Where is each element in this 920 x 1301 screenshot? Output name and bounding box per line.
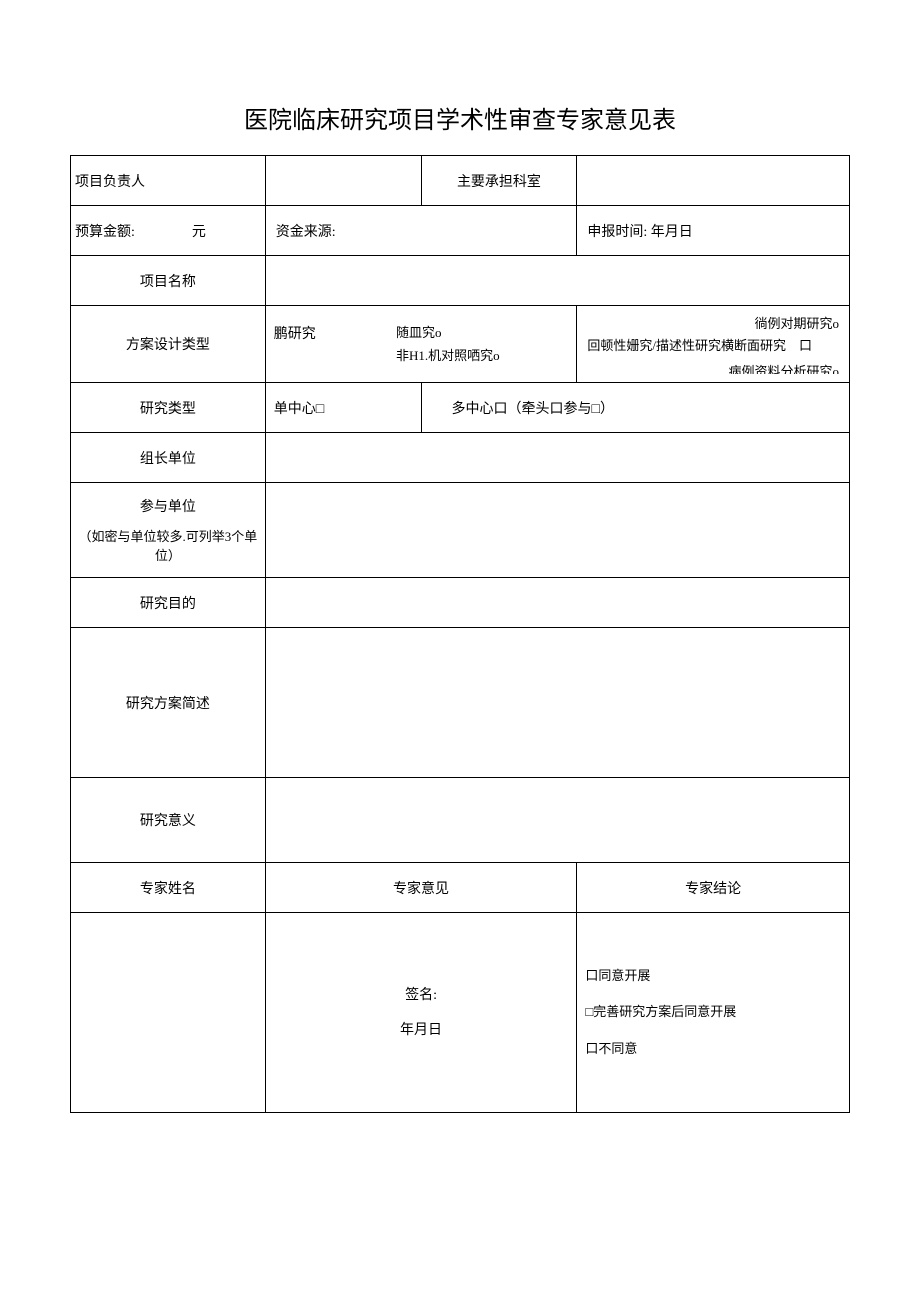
label-main-dept: 主要承担科室 bbox=[421, 156, 577, 206]
label-research-significance: 研究意义 bbox=[71, 778, 266, 863]
value-expert-conclusion: 口同意开展 □完善研究方案后同意开展 口不同意 bbox=[577, 913, 850, 1113]
value-expert-opinion: 签名: 年月日 bbox=[265, 913, 577, 1113]
conclusion-opt1: 口同意开展 bbox=[585, 958, 843, 994]
label-lead-unit: 组长单位 bbox=[71, 433, 266, 483]
opt-single-center: 单中心□ bbox=[265, 383, 421, 433]
value-research-brief bbox=[265, 628, 849, 778]
label-budget: 预算金额: 元 bbox=[71, 206, 266, 256]
label-research-purpose: 研究目的 bbox=[71, 578, 266, 628]
value-expert-name bbox=[71, 913, 266, 1113]
label-participating-units: 参与单位 （如密与单位较多.可列举3个单位） bbox=[71, 483, 266, 578]
signature-date: 年月日 bbox=[272, 1013, 571, 1048]
row-research-significance: 研究意义 bbox=[71, 778, 850, 863]
row-design-type: 方案设计类型 鹏研究 随皿究o 非H1.机对照哂究o 徜例对期研究o 回顿性姗究… bbox=[71, 306, 850, 383]
label-design-type: 方案设计类型 bbox=[71, 306, 266, 383]
label-project-leader: 项目负责人 bbox=[71, 156, 266, 206]
participating-line1: 参与单位 bbox=[77, 496, 259, 516]
design-col3-line1: 徜例对期研究o bbox=[583, 314, 839, 335]
design-col2-line2: 非H1.机对照哂究o bbox=[396, 344, 570, 367]
row-research-type: 研究类型 单中心□ 多中心口（牵头口参与□） bbox=[71, 383, 850, 433]
page-title: 医院临床研究项目学术性审查专家意见表 bbox=[70, 100, 850, 135]
signature-label: 签名: bbox=[272, 978, 571, 1013]
row-research-purpose: 研究目的 bbox=[71, 578, 850, 628]
row-lead-unit: 组长单位 bbox=[71, 433, 850, 483]
design-col3-line2: 回顿性姗究/描述性研究横断面研究 口 bbox=[583, 336, 839, 357]
opt-multi-center: 多中心口（牵头口参与□） bbox=[421, 383, 849, 433]
value-project-leader bbox=[265, 156, 421, 206]
row-project-name: 项目名称 bbox=[71, 256, 850, 306]
label-apply-time: 申报时间: 年月日 bbox=[577, 206, 850, 256]
budget-unit-text: 元 bbox=[192, 225, 206, 240]
budget-label-text: 预算金额: bbox=[75, 225, 135, 240]
header-expert-name: 专家姓名 bbox=[71, 863, 266, 913]
row-expert-header: 专家姓名 专家意见 专家结论 bbox=[71, 863, 850, 913]
value-project-name bbox=[265, 256, 849, 306]
header-expert-conclusion: 专家结论 bbox=[577, 863, 850, 913]
row-leader: 项目负责人 主要承担科室 bbox=[71, 156, 850, 206]
design-col2: 随皿究o 非H1.机对照哂究o bbox=[390, 313, 576, 376]
conclusion-opt2: □完善研究方案后同意开展 bbox=[585, 994, 843, 1030]
row-expert-content: 签名: 年月日 口同意开展 □完善研究方案后同意开展 口不同意 bbox=[71, 913, 850, 1113]
value-participating-units bbox=[265, 483, 849, 578]
label-fund-source: 资金来源: bbox=[265, 206, 577, 256]
label-research-type: 研究类型 bbox=[71, 383, 266, 433]
participating-line2: （如密与单位较多.可列举3个单位） bbox=[77, 526, 259, 564]
review-form-table: 项目负责人 主要承担科室 预算金额: 元 资金来源: 申报时间: 年月日 项目名… bbox=[70, 155, 850, 1113]
design-col3-line3: 病例资料分析研究o bbox=[583, 362, 839, 374]
header-expert-opinion: 专家意见 bbox=[265, 863, 577, 913]
label-project-name: 项目名称 bbox=[71, 256, 266, 306]
design-options-right: 徜例对期研究o 回顿性姗究/描述性研究横断面研究 口 病例资料分析研究o bbox=[577, 306, 850, 383]
value-research-significance bbox=[265, 778, 849, 863]
row-participating-units: 参与单位 （如密与单位较多.可列举3个单位） bbox=[71, 483, 850, 578]
value-lead-unit bbox=[265, 433, 849, 483]
design-col2-line1: 随皿究o bbox=[396, 321, 570, 344]
row-budget: 预算金额: 元 资金来源: 申报时间: 年月日 bbox=[71, 206, 850, 256]
design-col1: 鹏研究 bbox=[266, 313, 390, 376]
value-research-purpose bbox=[265, 578, 849, 628]
design-options-mid: 鹏研究 随皿究o 非H1.机对照哂究o bbox=[265, 306, 577, 383]
value-main-dept bbox=[577, 156, 850, 206]
conclusion-opt3: 口不同意 bbox=[585, 1031, 843, 1067]
label-research-brief: 研究方案简述 bbox=[71, 628, 266, 778]
row-research-brief: 研究方案简述 bbox=[71, 628, 850, 778]
